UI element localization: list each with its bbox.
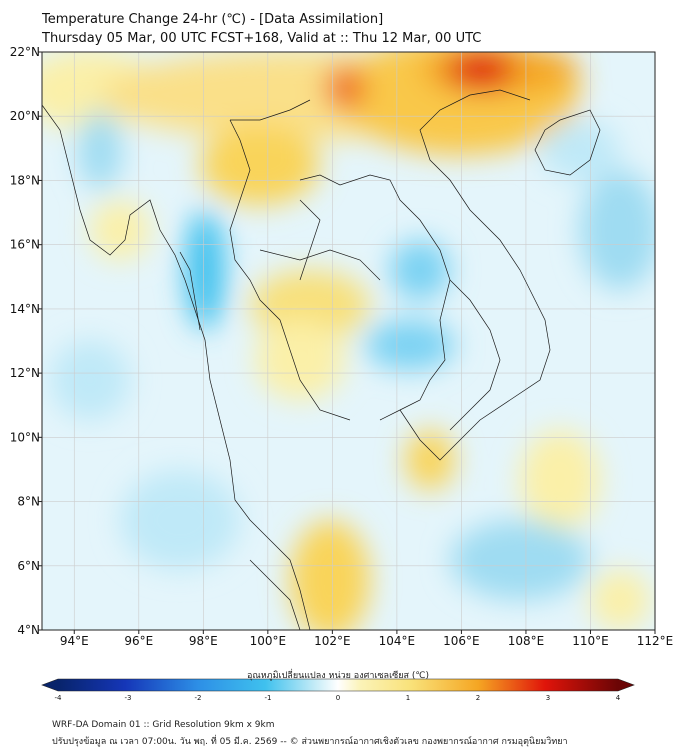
y-tick-label: 12°N [10, 366, 40, 380]
x-tick-label: 100°E [250, 634, 287, 648]
colorbar-tick-label: 0 [336, 694, 340, 702]
x-tick-label: 108°E [508, 634, 545, 648]
x-tick-label: 106°E [443, 634, 480, 648]
footer-credit: ปรับปรุงข้อมูล ณ เวลา 07:00น. วัน พฤ. ที… [52, 737, 568, 747]
plot-frame [41, 51, 656, 631]
x-tick-label: 98°E [189, 634, 218, 648]
colorbar-tick-label: -2 [195, 694, 202, 702]
colorbar-tick-label: 2 [476, 694, 480, 702]
x-tick-label: 112°E [637, 634, 674, 648]
y-tick-label: 22°N [10, 45, 40, 59]
map-title: Temperature Change 24-hr (℃) - [Data Ass… [42, 12, 384, 27]
y-tick-label: 16°N [10, 238, 40, 252]
y-tick-label: 18°N [10, 173, 40, 187]
footer-model-info: WRF-DA Domain 01 :: Grid Resolution 9km … [52, 720, 275, 730]
x-tick-label: 94°E [60, 634, 89, 648]
latitude-axis: 4°N 6°N 8°N 10°N 12°N 14°N 16°N 18°N 20°N 22°N [10, 45, 42, 637]
map-subtitle: Thursday 05 Mar, 00 UTC FCST+168, Valid … [42, 31, 482, 46]
y-tick-label: 8°N [17, 495, 40, 509]
colorbar-tick-label: 4 [616, 694, 621, 702]
y-tick-label: 20°N [10, 109, 40, 123]
y-tick-label: 14°N [10, 302, 40, 316]
y-tick-label: 6°N [17, 559, 40, 573]
colorbar-tick-label: -4 [55, 694, 63, 702]
colorbar-tick-label: -1 [265, 694, 272, 702]
x-tick-label: 96°E [124, 634, 153, 648]
colorbar-tick-label: 3 [546, 694, 550, 702]
colorbar-label: อุณหภูมิเปลี่ยนแปลง หน่วย องศาเซลเซียส (… [246, 671, 430, 681]
x-tick-label: 110°E [572, 634, 609, 648]
temperature-field [42, 52, 655, 630]
colorbar-tick-label: -3 [125, 694, 132, 702]
colorbar-tick-label: 1 [406, 694, 410, 702]
y-tick-label: 4°N [17, 623, 40, 637]
x-tick-label: 104°E [379, 634, 416, 648]
country-borders [42, 89, 601, 630]
y-tick-label: 10°N [10, 430, 40, 444]
longitude-axis: 94°E 96°E 98°E 100°E 102°E 104°E 106°E 108°E 110… [60, 630, 673, 648]
x-tick-label: 102°E [314, 634, 351, 648]
colorbar: -4 -3 -2 -1 0 1 2 3 4 [41, 678, 635, 702]
